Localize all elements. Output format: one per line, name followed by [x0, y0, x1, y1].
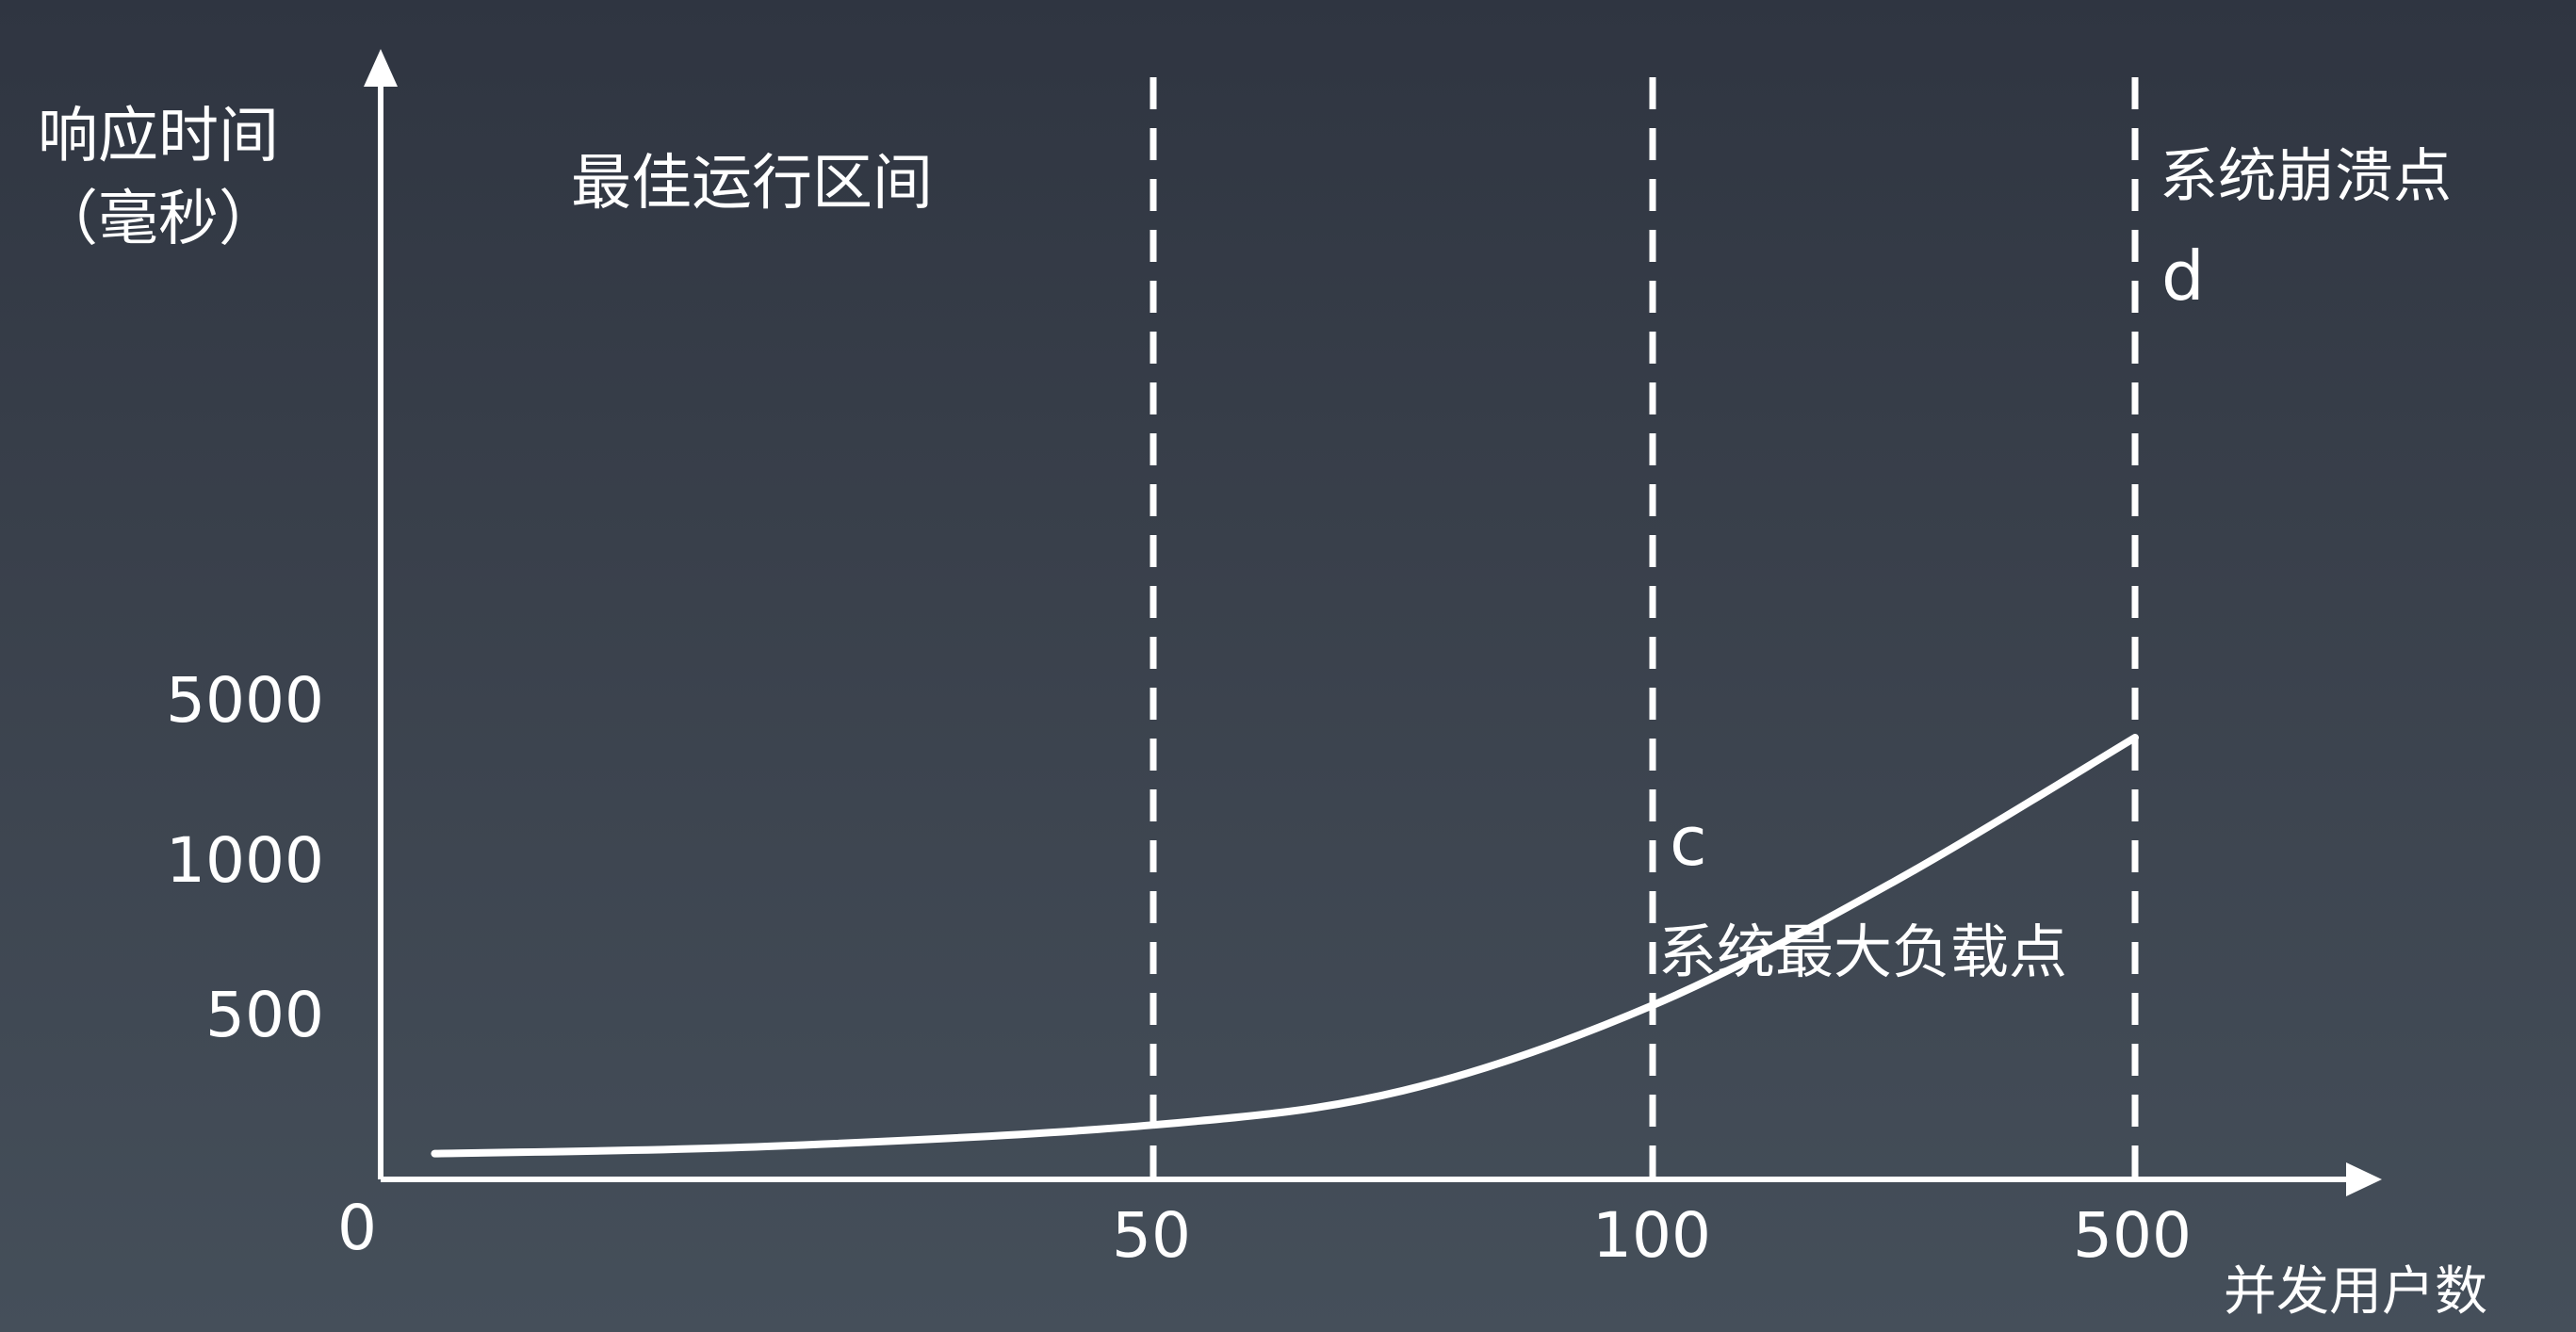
annotation-max-load: 系统最大负载点: [1658, 918, 2067, 986]
x-tick-label-0: 0: [337, 1192, 377, 1264]
x-tick-label-100: 100: [1592, 1199, 1711, 1272]
y-tick-label-500: 500: [205, 979, 324, 1051]
annotation-point-d: d: [2161, 236, 2205, 316]
x-tick-label-500: 500: [2073, 1199, 2192, 1272]
annotation-best-range: 最佳运行区间: [571, 149, 933, 219]
annotation-point-c: c: [1670, 802, 1707, 881]
y-axis-title-line1: 响应时间: [38, 102, 279, 171]
x-axis-title: 并发用户数: [2224, 1261, 2487, 1323]
x-tick-label-50: 50: [1112, 1199, 1191, 1272]
y-axis-title-line2: （毫秒）: [38, 185, 279, 254]
y-axis-arrow-icon: [364, 49, 398, 87]
annotation-crash-point: 系统崩溃点: [2160, 141, 2452, 210]
series-line-response-time: [431, 734, 2139, 1158]
y-tick-label-5000: 5000: [166, 664, 324, 737]
y-tick-label-1000: 1000: [166, 824, 324, 897]
x-axis-arrow-icon: [2346, 1162, 2382, 1196]
